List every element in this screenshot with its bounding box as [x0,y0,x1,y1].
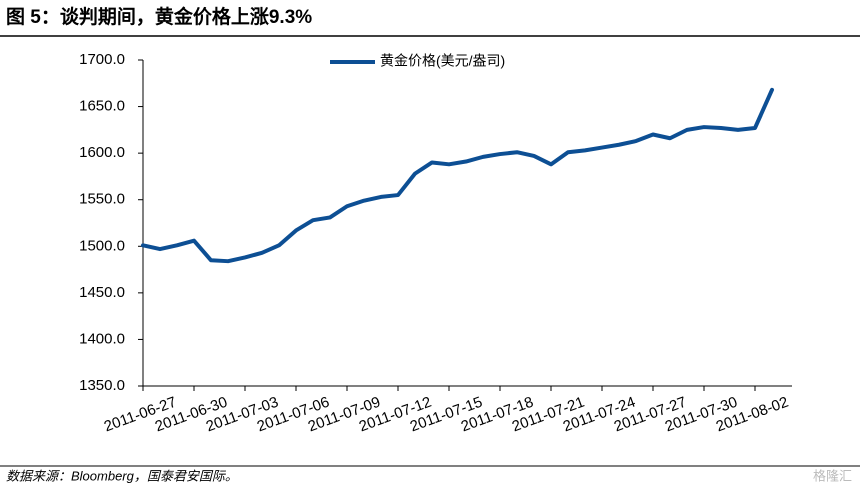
source: 数据来源：Bloomberg，国泰君安国际。 [6,468,238,483]
chart-title: 图 5：谈判期间，黄金价格上涨9.3% [6,5,312,28]
y-tick-label: 1500.0 [79,237,125,254]
y-tick-label: 1700.0 [79,51,125,68]
legend-label: 黄金价格(美元/盎司) [380,53,505,69]
y-tick-label: 1550.0 [79,191,125,208]
y-tick-label: 1600.0 [79,144,125,161]
y-tick-label: 1450.0 [79,284,125,301]
y-tick-label: 1650.0 [79,98,125,115]
series-line [141,87,774,264]
watermark: 格隆汇 [813,468,852,483]
y-tick-label: 1350.0 [79,377,125,394]
y-tick-label: 1400.0 [79,330,125,347]
